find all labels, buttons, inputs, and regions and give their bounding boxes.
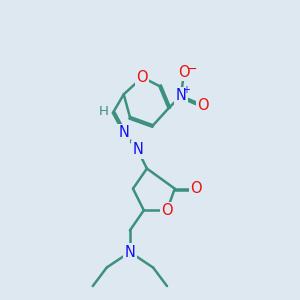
Text: N: N (124, 244, 135, 260)
Text: O: O (178, 65, 190, 80)
Text: H: H (99, 105, 109, 118)
Text: N: N (176, 88, 186, 104)
Text: O: O (161, 203, 173, 218)
Text: +: + (182, 85, 190, 95)
Text: O: O (136, 70, 148, 85)
Text: −: − (187, 63, 197, 76)
Text: N: N (132, 142, 143, 158)
Text: O: O (190, 181, 202, 196)
Text: N: N (118, 125, 129, 140)
Text: O: O (197, 98, 208, 113)
